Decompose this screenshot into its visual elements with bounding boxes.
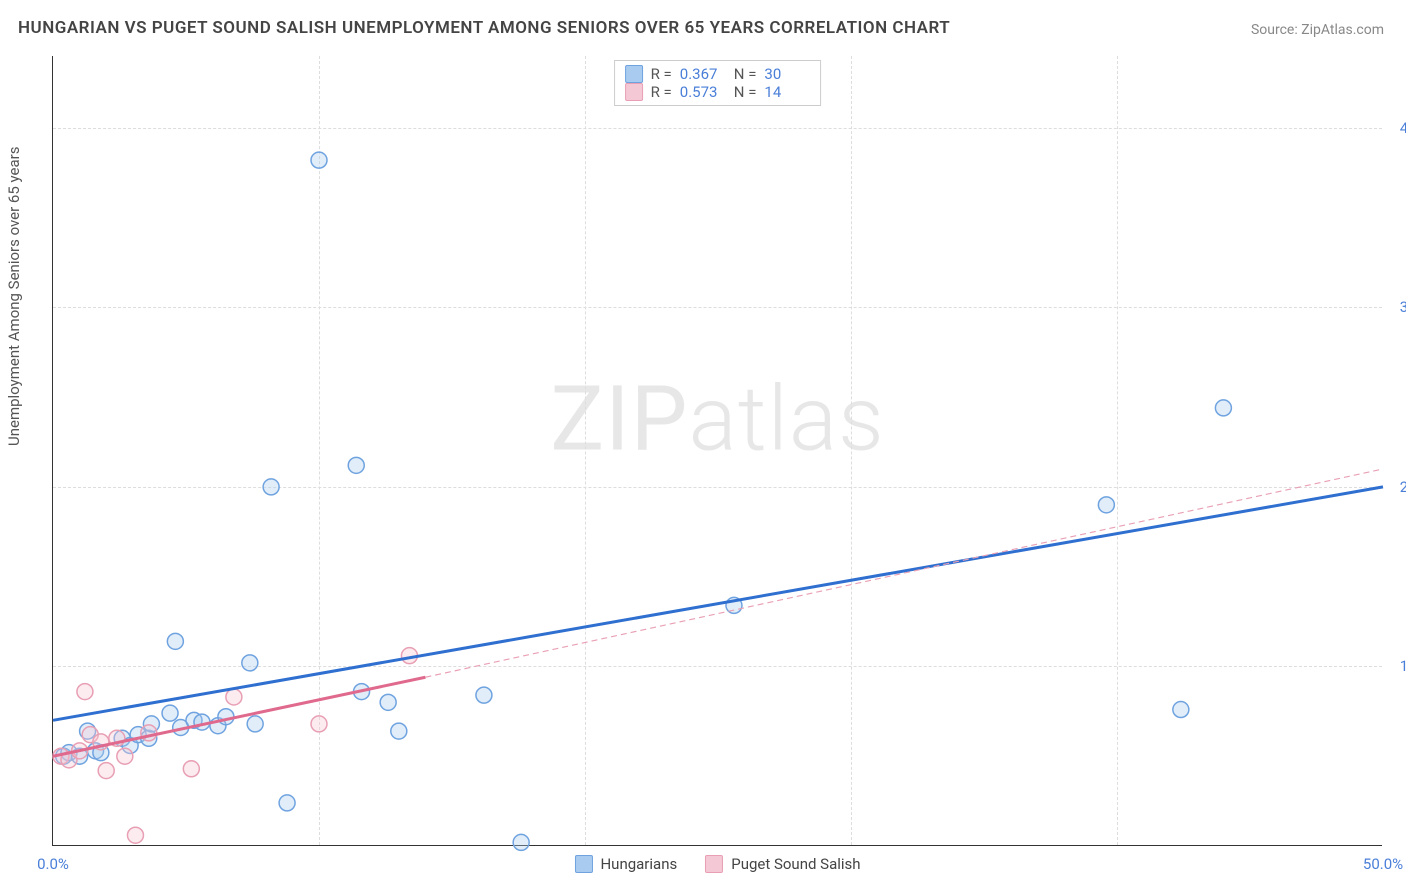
data-point: [263, 479, 279, 495]
data-point: [226, 689, 242, 705]
data-point: [127, 827, 143, 843]
data-point: [311, 716, 327, 732]
source-attribution: Source: ZipAtlas.com: [1251, 22, 1384, 38]
data-point: [98, 763, 114, 779]
data-point: [380, 694, 396, 710]
swatch-hungarians: [574, 855, 592, 873]
stat-r-label: R =: [651, 65, 672, 83]
legend-stats-row-salish: R = 0.573 N = 14: [625, 83, 811, 101]
data-point: [162, 705, 178, 721]
y-tick-label: 30.0%: [1400, 298, 1406, 316]
data-point: [167, 633, 183, 649]
stat-n-label: N =: [734, 65, 757, 83]
data-point: [117, 748, 133, 764]
chart-title: HUNGARIAN VS PUGET SOUND SALISH UNEMPLOY…: [18, 18, 950, 38]
swatch-salish: [625, 83, 643, 101]
stat-r-value-hungarians: 0.367: [680, 65, 726, 83]
stat-r-label: R =: [651, 83, 672, 101]
swatch-salish: [705, 855, 723, 873]
y-axis-title: Unemployment Among Seniors over 65 years: [5, 147, 23, 446]
data-point: [513, 834, 529, 850]
data-point: [183, 761, 199, 777]
plot-svg: [53, 56, 1382, 845]
data-point: [242, 655, 258, 671]
stat-n-value-hungarians: 30: [764, 65, 810, 83]
data-point: [218, 709, 234, 725]
y-tick-label: 10.0%: [1400, 657, 1406, 675]
swatch-hungarians: [625, 65, 643, 83]
x-tick-label: 0.0%: [37, 855, 69, 873]
stat-r-value-salish: 0.573: [680, 83, 726, 101]
legend-series: Hungarians Puget Sound Salish: [574, 855, 860, 873]
legend-stats-row-hungarians: R = 0.367 N = 30: [625, 65, 811, 83]
data-point: [1215, 400, 1231, 416]
data-point: [1098, 497, 1114, 513]
correlation-chart: HUNGARIAN VS PUGET SOUND SALISH UNEMPLOY…: [0, 0, 1406, 892]
data-point: [1173, 702, 1189, 718]
data-point: [348, 457, 364, 473]
data-point: [391, 723, 407, 739]
stat-n-label: N =: [734, 83, 757, 101]
legend-label-hungarians: Hungarians: [600, 855, 677, 873]
y-tick-label: 20.0%: [1400, 478, 1406, 496]
legend-item-hungarians: Hungarians: [574, 855, 677, 873]
stat-n-value-salish: 14: [764, 83, 810, 101]
data-point: [476, 687, 492, 703]
legend-stats: R = 0.367 N = 30 R = 0.573 N = 14: [614, 60, 822, 106]
legend-label-salish: Puget Sound Salish: [731, 855, 860, 873]
plot-area: ZIPatlas 10.0%20.0%30.0%40.0%0.0%50.0% R…: [52, 56, 1382, 846]
data-point: [311, 152, 327, 168]
y-tick-label: 40.0%: [1400, 119, 1406, 137]
data-point: [77, 684, 93, 700]
data-point: [247, 716, 263, 732]
legend-item-salish: Puget Sound Salish: [705, 855, 860, 873]
x-tick-label: 50.0%: [1363, 855, 1403, 873]
data-point: [279, 795, 295, 811]
